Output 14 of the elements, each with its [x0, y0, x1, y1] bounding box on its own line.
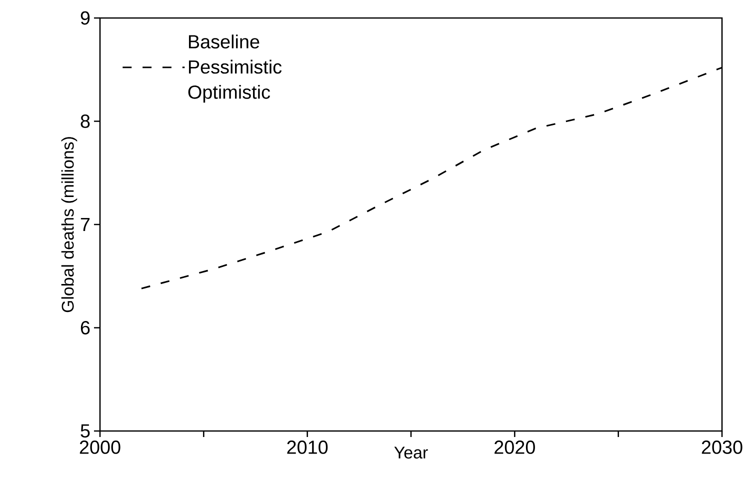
- legend-label: Optimistic: [188, 84, 270, 103]
- legend-label: Baseline: [188, 34, 260, 48]
- x-tick-label: 2030: [702, 440, 742, 454]
- y-tick-label: 8: [80, 114, 90, 128]
- y-tick-label: 6: [80, 321, 90, 334]
- y-tick-label: 5: [80, 424, 90, 438]
- x-tick-label: 2020: [494, 440, 535, 454]
- x-axis-title: Year: [394, 446, 428, 459]
- y-tick-label: 9: [80, 11, 90, 25]
- x-tick-label: 2000: [80, 440, 120, 454]
- x-tick-label: 2010: [287, 440, 328, 454]
- y-axis-title: Global deaths (millions): [61, 137, 78, 312]
- legend-label: Pessimistic: [188, 60, 282, 74]
- y-tick-label: 7: [80, 218, 90, 232]
